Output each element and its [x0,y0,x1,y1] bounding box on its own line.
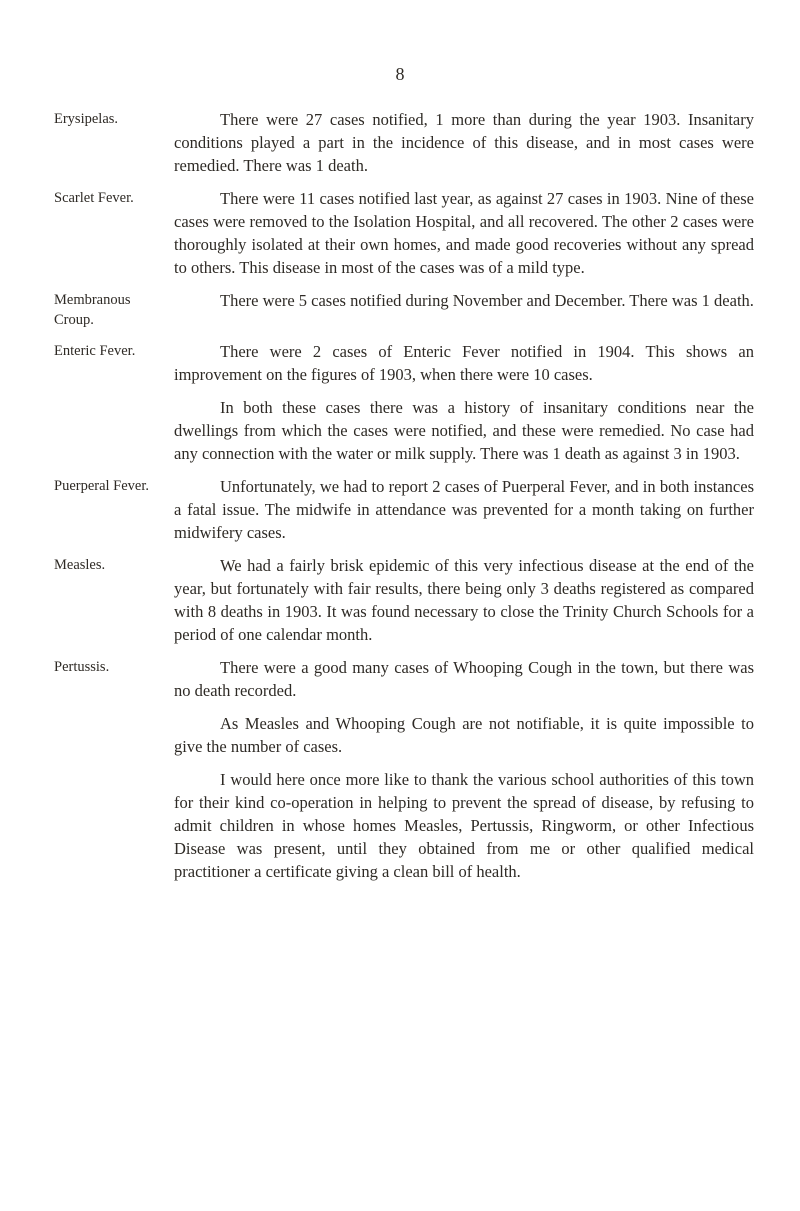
entry-measles: Measles. We had a fairly brisk epidemic … [54,554,754,646]
page-number: 8 [0,64,800,85]
margin-label: Scarlet Fever. [54,187,174,279]
content-area: Erysipelas. There were 27 cases notified… [54,108,754,893]
margin-label: Pertussis. [54,656,174,883]
entry-body: There were a good many cases of Whooping… [174,656,754,883]
page: 8 Erysipelas. There were 27 cases notifi… [0,0,800,1211]
paragraph: There were 11 cases notified last year, … [174,187,754,279]
paragraph: There were 27 cases notified, 1 more tha… [174,108,754,177]
entry-body: We had a fairly brisk epidemic of this v… [174,554,754,646]
entry-enteric-fever: Enteric Fever. There were 2 cases of Ent… [54,340,754,465]
margin-label: Enteric Fever. [54,340,174,465]
paragraph: Unfortunately, we had to report 2 cases … [174,475,754,544]
paragraph: As Measles and Whooping Cough are not no… [174,712,754,758]
margin-label: Erysipelas. [54,108,174,177]
margin-label: Membranous Croup. [54,289,174,330]
entry-body: There were 2 cases of Enteric Fever noti… [174,340,754,465]
entry-membranous-croup: Membranous Croup. There were 5 cases not… [54,289,754,330]
paragraph: There were a good many cases of Whooping… [174,656,754,702]
margin-label: Puerperal Fever. [54,475,174,544]
entry-pertussis: Pertussis. There were a good many cases … [54,656,754,883]
entry-puerperal-fever: Puerperal Fever. Unfortunately, we had t… [54,475,754,544]
paragraph: We had a fairly brisk epidemic of this v… [174,554,754,646]
entry-scarlet-fever: Scarlet Fever. There were 11 cases notif… [54,187,754,279]
entry-body: There were 11 cases notified last year, … [174,187,754,279]
entry-body: There were 27 cases notified, 1 more tha… [174,108,754,177]
paragraph: There were 5 cases notified during Novem… [174,289,754,312]
paragraph: In both these cases there was a history … [174,396,754,465]
margin-label: Measles. [54,554,174,646]
entry-erysipelas: Erysipelas. There were 27 cases notified… [54,108,754,177]
entry-body: Unfortunately, we had to report 2 cases … [174,475,754,544]
paragraph: I would here once more like to thank the… [174,768,754,883]
paragraph: There were 2 cases of Enteric Fever noti… [174,340,754,386]
entry-body: There were 5 cases notified during Novem… [174,289,754,330]
